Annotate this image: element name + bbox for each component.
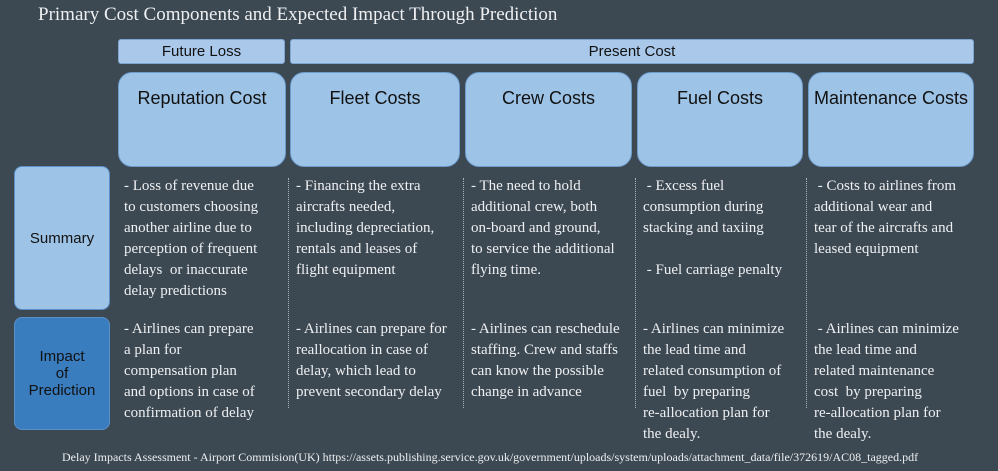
text-line: leased equipment [814,241,919,257]
text-line: related consumption of [643,363,782,379]
text-line: related maintenance [814,363,935,379]
text-line: - Fuel carriage penalty [643,262,783,278]
text-line: can know the possible [471,363,604,379]
text-line: including depreciation, [296,220,435,236]
paragraph: - Airlines can reschedule staffing. Crew … [471,319,620,403]
text-line: - Airlines can minimize [814,321,959,337]
text-line: delay predictions [124,283,227,299]
separator [288,178,289,408]
text-line: - Costs to airlines from [814,178,957,194]
paragraph: - Airlines can prepare for reallocation i… [296,319,447,403]
group-header: Future Loss [118,39,285,64]
paragraph: - Airlines can prepare a plan for compensa… [124,319,255,424]
text-line: delays or inaccurate [124,262,248,278]
summary-text: - Loss of revenue due to customers choosi… [124,176,258,323]
row-label-text: Impact [39,348,85,365]
text-line: - Airlines can minimize [643,321,785,337]
text-line: on-board and ground, [471,220,601,236]
text-line: - Financing the extra [296,178,421,194]
text-line: tear of the aircrafts and [814,220,954,236]
text-line: the dealy. [814,426,872,442]
text-line: fuel by preparing [643,384,751,400]
text-line: - Loss of revenue due [124,178,254,194]
cost-card: Maintenance Costs [808,72,974,167]
text-line: re-allocation plan for [814,405,941,421]
paragraph: - Excess fuel consumption during stacking … [643,176,782,239]
row-label-text: Summary [29,229,95,247]
impact-text: - Airlines can reschedule staffing. Crew … [471,319,620,424]
text-line: - Airlines can prepare for [296,321,447,337]
group-header: Present Cost [290,39,974,64]
separator [806,178,807,408]
text-line: cost by preparing [814,384,922,400]
paragraph: - The need to hold additional crew, both o… [471,176,615,281]
impact-text: - Airlines can prepare for reallocation i… [296,319,447,424]
text-line: another airline due to [124,220,252,236]
text-line: flying time. [471,262,541,278]
summary-text: - Costs to airlines from additional wear … [814,176,956,281]
impact-text: - Airlines can minimize the lead time and… [643,319,784,466]
text-line: delay, which lead to [296,363,416,379]
text-line: - Airlines can reschedule [471,321,620,337]
paragraph: - Costs to airlines from additional wear … [814,176,956,260]
text-line: additional wear and [814,199,933,215]
paragraph: - Fuel carriage penalty [643,260,782,281]
cost-card: Crew Costs [465,72,632,167]
text-line: prevent secondary delay [296,384,442,400]
text-line: - Airlines can prepare [124,321,254,337]
summary-text: - The need to hold additional crew, both o… [471,176,615,302]
impact-text: - Airlines can prepare a plan for compensa… [124,319,255,445]
paragraph: - Airlines can minimize the lead time and… [643,319,784,445]
row-label: Impact of Prediction [14,317,110,430]
row-label-text: of [55,365,69,382]
summary-text: - Excess fuel consumption during stacking … [643,176,782,302]
text-line: re-allocation plan for [643,405,770,421]
separator [463,178,464,408]
text-line: rentals and leases of [296,241,418,257]
text-line: aircrafts needed, [296,199,396,215]
text-line: the dealy. [643,426,701,442]
text-line: compensation plan [124,363,237,379]
text-line: additional crew, both [471,199,598,215]
text-line: perception of frequent [124,241,258,257]
text-line: reallocation in case of [296,342,429,358]
cost-card: Fuel Costs [637,72,803,167]
impact-text: - Airlines can minimize the lead time and… [814,319,959,466]
separator [635,178,636,408]
text-line: and options in case of [124,384,255,400]
cost-card: Fleet Costs [290,72,460,167]
text-line: the lead time and [643,342,746,358]
text-line: a plan for [124,342,182,358]
text-line: consumption during [643,199,764,215]
summary-text: - Financing the extra aircrafts needed, in… [296,176,434,302]
text-line: flight equipment [296,262,396,278]
row-label-text: Prediction [28,382,96,399]
source: Delay Impacts Assessment - Airport Commi… [62,450,919,464]
text-line: to service the additional [471,241,615,257]
paragraph: - Airlines can minimize the lead time and… [814,319,959,445]
text-line: change in advance [471,384,582,400]
text-line: to customers choosing [124,199,259,215]
text-line: the lead time and [814,342,917,358]
row-label: Summary [14,166,110,310]
title: Primary Cost Components and Expected Imp… [38,4,558,25]
text-line: confirmation of delay [124,405,254,421]
paragraph: - Financing the extra aircrafts needed, in… [296,176,434,281]
text-line: - The need to hold [471,178,581,194]
paragraph: - Loss of revenue due to customers choosi… [124,176,258,302]
text-line: - Excess fuel [643,178,725,194]
text-line: stacking and taxiing [643,220,764,236]
text-line: staffing. Crew and staffs [471,342,618,358]
cost-card: Reputation Cost [118,72,286,167]
